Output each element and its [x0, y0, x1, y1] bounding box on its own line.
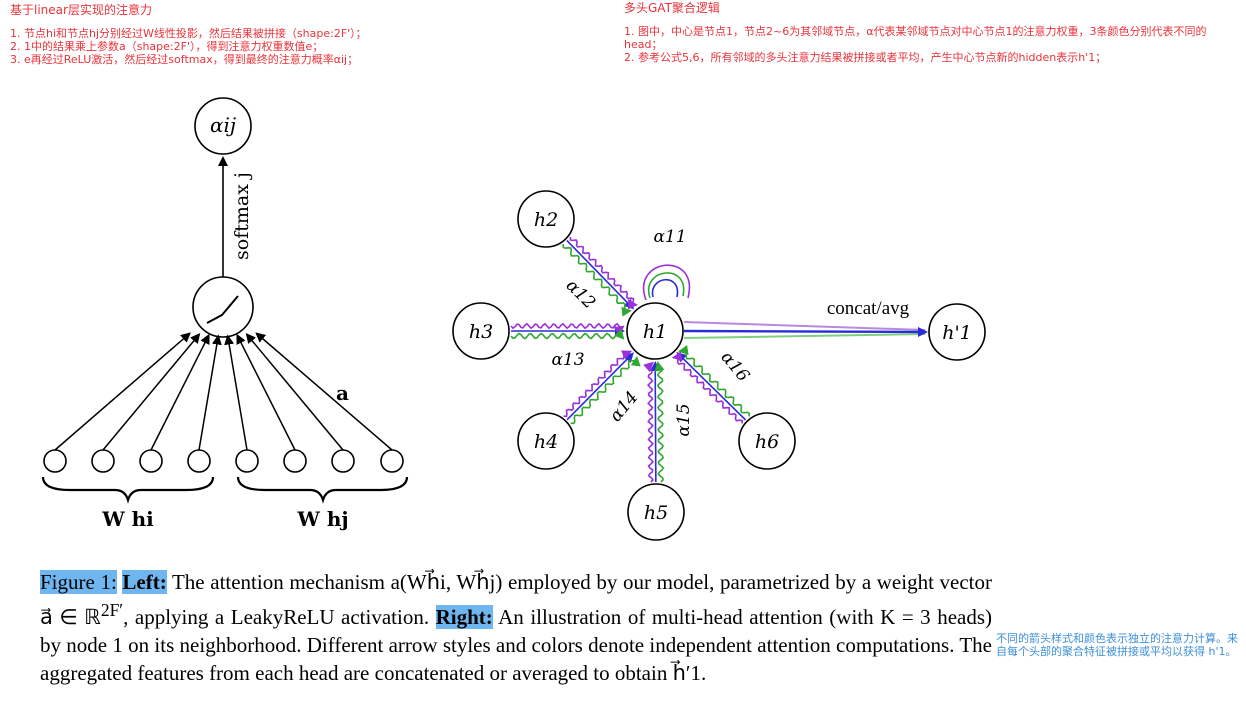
- node-h1-label: h1: [643, 321, 667, 343]
- input-node: [139, 449, 163, 473]
- node-h1-prime-label: h'1: [942, 322, 972, 344]
- attention-edge: [650, 361, 661, 482]
- node-h2: [517, 190, 575, 248]
- output-edge-purple: [683, 321, 926, 331]
- annotation-left-line: 1. 节点hi和节点hj分别经过W线性投影，然后结果被拼接（shape:2F'）…: [10, 27, 367, 40]
- right-multihead-attention: concat/avg h1 h2 h3 h4 h5 h6 h'1 α11 α12…: [452, 190, 986, 541]
- alpha-ij-node: [194, 97, 252, 155]
- attention-edge: [643, 361, 655, 483]
- caption-text-2: , applying a LeakyReLU activation.: [123, 605, 436, 629]
- input-arrow: [255, 332, 393, 451]
- annotation-left-line: 3. e再经过ReLU激活，然后经过softmax，得到最终的注意力概率αij；: [10, 53, 359, 66]
- brace-left: [41, 476, 215, 504]
- brace-left-label: W hi: [101, 507, 154, 531]
- leakyrelu-node: [192, 276, 254, 338]
- node-h4: [517, 412, 575, 470]
- caption-figure-number: Figure 1:: [40, 570, 117, 594]
- alpha-14-label: α14: [606, 388, 643, 426]
- attention-edge: [566, 239, 635, 310]
- caption-text-1: The attention mechanism a(Wh⃗i, Wh⃗j) em…: [40, 570, 993, 629]
- input-nodes: [43, 332, 404, 473]
- attention-edge: [676, 352, 747, 421]
- caption-left-tag: Left:: [122, 570, 167, 594]
- attention-edges: [510, 236, 751, 483]
- input-node: [235, 449, 259, 473]
- node-h5-label: h5: [644, 502, 668, 524]
- attention-edge: [562, 243, 632, 317]
- annotation-right-line: 2. 参考公式5,6，所有邻域的多头注意力结果被拼接或者平均，产生中心节点新的h…: [624, 51, 1107, 64]
- input-node: [331, 449, 355, 473]
- attention-edge: [678, 345, 751, 417]
- node-h1: [626, 302, 684, 360]
- alpha-11-label: α11: [653, 227, 686, 247]
- node-h1-prime: [928, 303, 986, 361]
- attention-edge: [510, 322, 625, 336]
- output-edge-blue: [683, 326, 928, 337]
- alpha-ij-label: αij: [210, 113, 236, 137]
- input-arrow: [198, 334, 222, 451]
- node-h4-label: h4: [534, 431, 558, 453]
- caption-text-3: An illustration of multi-head attention …: [40, 605, 992, 685]
- input-node: [43, 449, 67, 473]
- node-h3: [452, 302, 510, 360]
- input-arrow: [102, 333, 201, 451]
- attention-edge: [510, 328, 625, 340]
- node-h6: [738, 412, 796, 470]
- attention-edge: [569, 236, 638, 310]
- side-annotation: 不同的箭头样式和颜色表示独立的注意力计算。来自每个头部的聚合特征被拼接或平均以获…: [996, 632, 1238, 658]
- input-arrow: [150, 333, 210, 451]
- input-node: [380, 449, 404, 473]
- input-node: [187, 449, 211, 473]
- caption-superscript: 2F′: [100, 600, 124, 620]
- attention-edge: [654, 361, 665, 483]
- brace-right-label: W hj: [296, 507, 348, 531]
- left-attention-mechanism: αij softmax j a W hi W hj: [41, 97, 409, 531]
- input-node: [283, 449, 307, 473]
- input-node: [91, 449, 115, 473]
- annotation-right-line: 1. 图中，中心是节点1，节点2~6为其邻域节点，α代表某邻域节点对中心节点1的…: [624, 25, 1207, 51]
- input-arrow: [224, 334, 248, 451]
- leakyrelu-icon: [206, 295, 239, 324]
- alpha-12-label: α12: [562, 276, 600, 314]
- attention-edge: [566, 352, 634, 421]
- attention-edge: [671, 351, 744, 424]
- concat-avg-label: concat/avg: [827, 298, 910, 319]
- alpha-16-label: α16: [717, 348, 754, 386]
- node-h6-label: h6: [755, 431, 779, 453]
- attention-edge: [563, 350, 633, 418]
- node-h3-label: h3: [469, 321, 493, 343]
- input-arrow: [245, 333, 344, 451]
- alpha-15-label: α15: [674, 403, 694, 436]
- node-h2-label: h2: [534, 209, 558, 231]
- output-edge-green: [683, 333, 926, 339]
- figure-caption: Figure 1: Left: The attention mechanism …: [40, 568, 992, 687]
- input-arrow: [236, 333, 296, 451]
- a-vector-label: a: [336, 381, 349, 405]
- annotation-left: 基于linear层实现的注意力 1. 节点hi和节点hj分别经过W线性投影，然后…: [10, 3, 550, 67]
- input-arrow: [54, 332, 191, 451]
- annotation-right-title: 多头GAT聚合逻辑: [624, 1, 720, 15]
- self-loop-purple: [642, 264, 691, 301]
- annotation-left-line: 2. 1中的结果乘上参数a（shape:2F'），得到注意力权重数值e；: [10, 40, 324, 53]
- alpha-13-label: α13: [551, 350, 584, 370]
- annotation-left-title: 基于linear层实现的注意力: [10, 3, 152, 17]
- self-loop-blue: [651, 278, 679, 298]
- node-h5: [627, 483, 685, 541]
- brace-right: [236, 476, 409, 504]
- self-loop-green: [647, 272, 685, 299]
- attention-edge: [570, 355, 641, 425]
- softmax-label: softmax j: [231, 172, 253, 260]
- caption-right-tag: Right:: [435, 605, 493, 629]
- annotation-right: 多头GAT聚合逻辑 1. 图中，中心是节点1，节点2~6为其邻域节点，α代表某邻…: [624, 1, 1224, 65]
